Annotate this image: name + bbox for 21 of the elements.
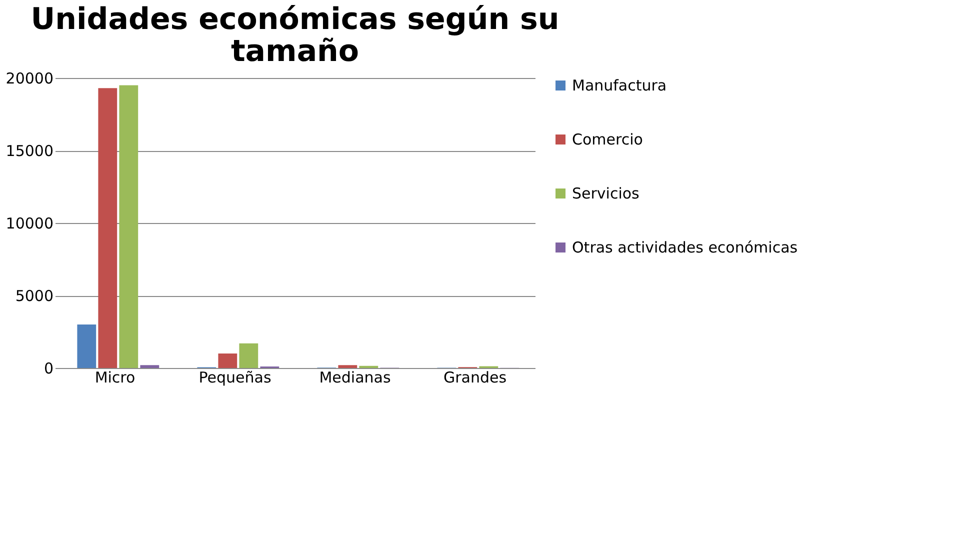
x-tick-label: Grandes xyxy=(443,368,507,386)
y-tick-label: 15000 xyxy=(6,142,54,160)
x-tick-label: Pequeñas xyxy=(198,368,272,386)
y-tick-label: 20000 xyxy=(6,70,54,88)
bar xyxy=(119,85,138,368)
bar xyxy=(239,343,258,368)
legend-label: Manufactura xyxy=(572,76,667,94)
legend-label: Servicios xyxy=(572,184,640,202)
y-tick-label: 10000 xyxy=(6,214,54,232)
legend-label: Comercio xyxy=(572,130,643,148)
x-tick-label: Micro xyxy=(94,368,136,386)
x-tick-label: Medianas xyxy=(319,368,391,386)
bar xyxy=(338,365,358,368)
y-tick-label: 0 xyxy=(44,360,54,378)
bar xyxy=(218,354,238,368)
bar xyxy=(140,365,160,368)
chart-title: Unidades económicas según su tamaño xyxy=(30,2,560,69)
legend-label: Otras actividades económicas xyxy=(572,238,798,256)
y-tick-label: 5000 xyxy=(15,287,54,305)
bar xyxy=(98,88,118,368)
bar xyxy=(77,324,96,368)
